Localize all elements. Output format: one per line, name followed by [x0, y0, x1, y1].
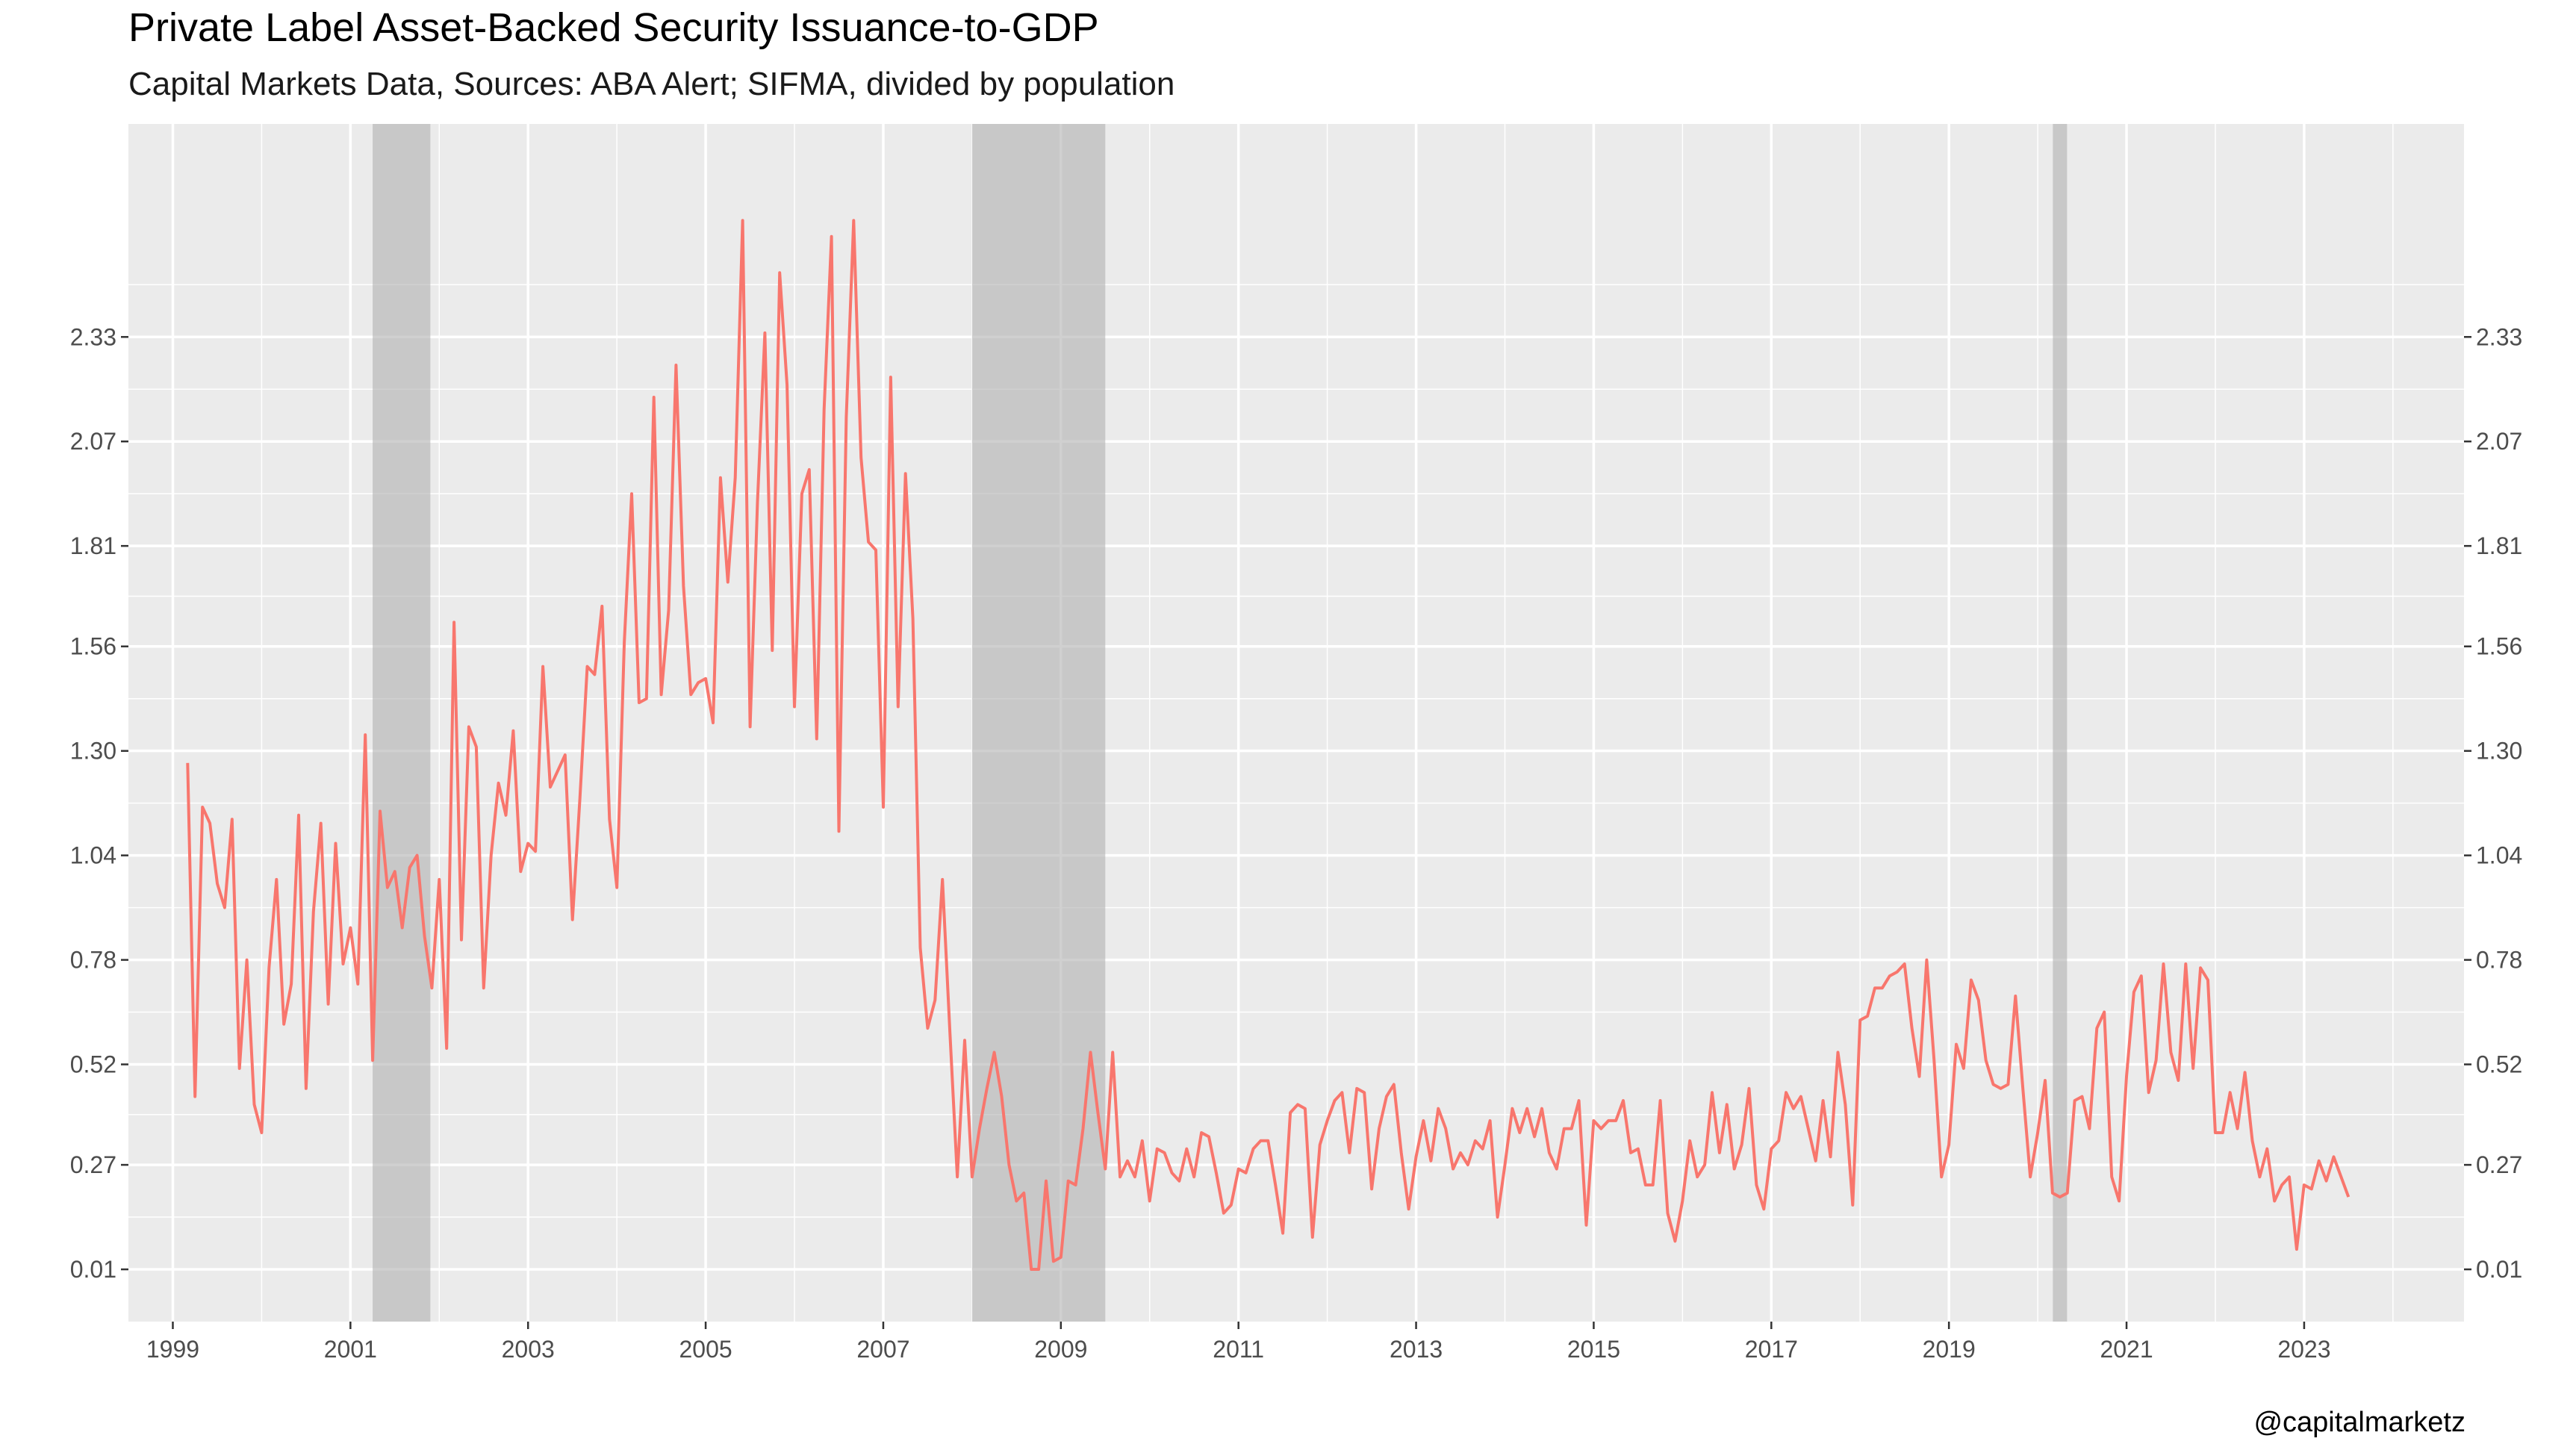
major-gridlines-y — [128, 335, 2464, 1271]
y-tick-label-right: 2.07 — [2476, 428, 2522, 455]
x-tick-label: 2007 — [856, 1336, 909, 1363]
y-tick-label-left: 1.81 — [70, 532, 116, 559]
y-tick-label-right: 0.01 — [2476, 1256, 2522, 1283]
y-tick-label-right: 2.33 — [2476, 323, 2522, 350]
y-tick-label-right: 1.56 — [2476, 633, 2522, 660]
x-tick-label: 2001 — [324, 1336, 377, 1363]
y-tick-label-left: 1.04 — [70, 842, 116, 869]
y-axis-left: 0.01 0.27 0.52 0.78 1.04 1.30 1.56 1.81 2.07 2.33 — [70, 323, 128, 1283]
recession-band — [971, 124, 1106, 1322]
x-tick-label: 2021 — [2100, 1336, 2153, 1363]
recession-shading — [373, 124, 2068, 1322]
caption-handle: @capitalmarketz — [2253, 1407, 2465, 1438]
x-tick-label: 2015 — [1567, 1336, 1620, 1363]
chart-title: Private Label Asset-Backed Security Issu… — [128, 5, 1099, 50]
y-tick-label-left: 2.07 — [70, 428, 116, 455]
x-tick-label: 2017 — [1745, 1336, 1798, 1363]
y-tick-label-left: 1.56 — [70, 633, 116, 660]
y-tick-label-right: 1.81 — [2476, 532, 2522, 559]
y-tick-label-left: 0.27 — [70, 1151, 116, 1178]
y-tick-label-right: 0.52 — [2476, 1051, 2522, 1078]
plot-panel — [128, 124, 2464, 1322]
y-tick-label-right: 1.04 — [2476, 842, 2522, 869]
x-tick-label: 2005 — [679, 1336, 732, 1363]
y-tick-label-left: 0.78 — [70, 947, 116, 974]
x-tick-label: 2023 — [2277, 1336, 2330, 1363]
recession-band — [373, 124, 431, 1322]
y-tick-label-left: 1.30 — [70, 738, 116, 765]
x-tick-label: 2019 — [1923, 1336, 1976, 1363]
series-line — [186, 219, 2351, 1271]
x-tick-label: 2013 — [1390, 1336, 1443, 1363]
y-tick-label-right: 1.30 — [2476, 738, 2522, 765]
recession-band — [2053, 124, 2068, 1322]
y-tick-label-left: 0.01 — [70, 1256, 116, 1283]
y-axis-right: 0.01 0.27 0.52 0.78 1.04 1.30 1.56 1.81 2.07 2.33 — [2464, 323, 2522, 1283]
x-tick-label: 2009 — [1034, 1336, 1087, 1363]
chart-subtitle: Capital Markets Data, Sources: ABA Alert… — [128, 66, 1175, 102]
x-axis: 1999 2001 2003 2005 2007 2009 2011 2013 2015 2017… — [146, 1322, 2331, 1363]
x-tick-label: 2011 — [1213, 1336, 1264, 1363]
y-tick-label-right: 0.78 — [2476, 947, 2522, 974]
y-tick-label-right: 0.27 — [2476, 1151, 2522, 1178]
x-tick-label: 1999 — [146, 1336, 199, 1363]
x-tick-label: 2003 — [502, 1336, 555, 1363]
y-tick-label-left: 0.52 — [70, 1051, 116, 1078]
y-tick-label-left: 2.33 — [70, 323, 116, 350]
